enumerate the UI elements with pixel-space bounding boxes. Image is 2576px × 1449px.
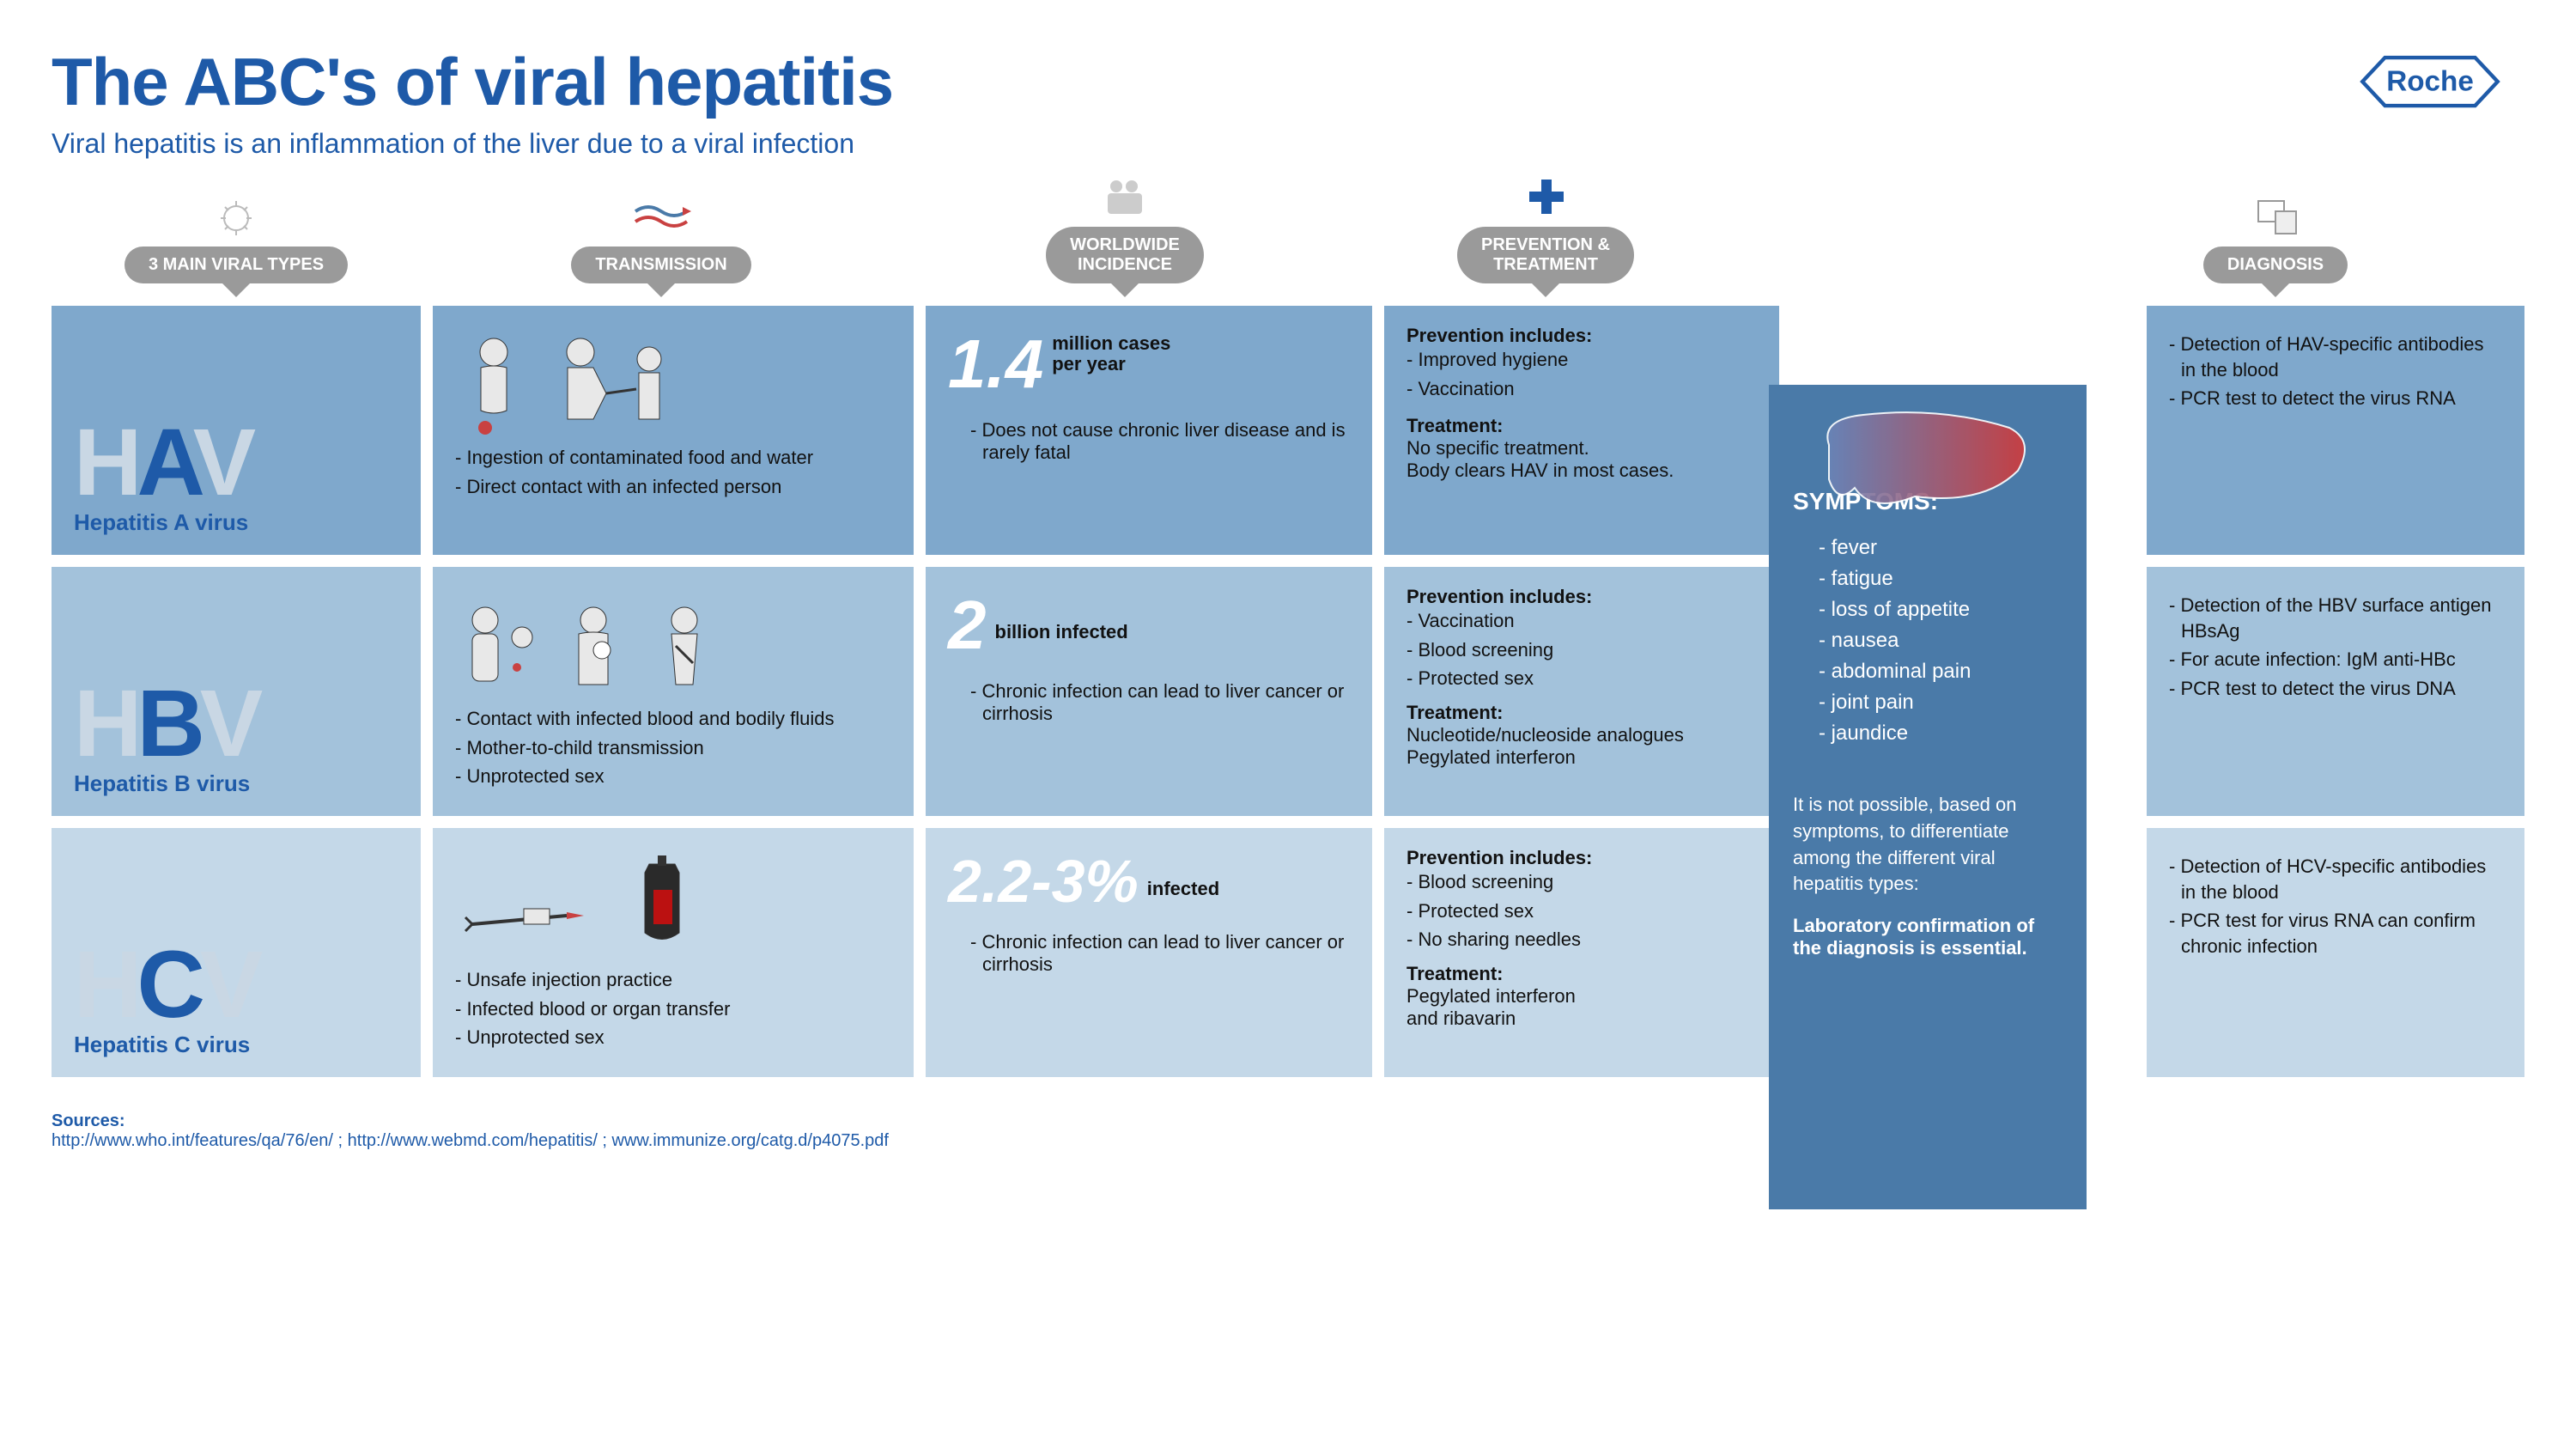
hav-prevention-list: Improved hygieneVaccination (1406, 347, 1757, 401)
hcv-prevention-list: Blood screeningProtected sexNo sharing n… (1406, 869, 1757, 953)
hav-incidence-num: 1.4 (948, 326, 1043, 402)
hbv-transmission-icons (455, 586, 891, 697)
people-icon (902, 174, 1348, 222)
sources-label: Sources: (52, 1111, 125, 1130)
hbv-incidence-unit: billion infected (995, 622, 1128, 642)
hbv-incidence-note: Chronic infection can lead to liver canc… (948, 680, 1350, 725)
hbv-h: H (74, 671, 137, 776)
transmission-icon (421, 194, 902, 241)
hcv-transmission-icons (455, 847, 891, 959)
hav-v: V (193, 410, 251, 515)
hav-transmission-list: Ingestion of contaminated food and water… (455, 445, 891, 499)
hbv-treatment-head: Treatment: (1406, 702, 1757, 724)
hcv-v: V (200, 932, 258, 1038)
symptoms-panel: SYMPTOMS: feverfatigueloss of appetitena… (1769, 385, 2087, 1209)
hav-treatment-text: No specific treatment. Body clears HAV i… (1406, 437, 1757, 482)
hbv-prevention-list: VaccinationBlood screeningProtected sex (1406, 608, 1757, 691)
symptoms-note2: Laboratory confirmation of the diagnosis… (1793, 915, 2063, 959)
col-header-incidence: WORLDWIDE INCIDENCE (1046, 227, 1204, 283)
hcv-h: H (74, 932, 137, 1038)
page-subtitle: Viral hepatitis is an inflammation of th… (52, 128, 2524, 160)
hcv-diagnosis: Detection of HCV-specific antibodies in … (2147, 828, 2524, 1077)
hav-h: H (74, 410, 137, 515)
plus-icon (1348, 174, 1743, 222)
hbv-diagnosis: Detection of the HBV surface antigen HBs… (2147, 567, 2524, 816)
col-header-prevention: PREVENTION & TREATMENT (1457, 227, 1634, 283)
hcv-incidence-unit: infected (1147, 879, 1219, 899)
hcv-incidence-note: Chronic infection can lead to liver canc… (948, 931, 1350, 976)
data-grid: HAV Hepatitis A virus Ingestion of conta… (52, 306, 2524, 1077)
hav-treatment-head: Treatment: (1406, 415, 1757, 437)
hbv-incidence-num: 2 (948, 587, 987, 663)
hcv-incidence-num: 2.2-3% (948, 848, 1139, 915)
hav-transmission-icons (455, 325, 891, 436)
col-header-transmission: TRANSMISSION (571, 247, 750, 283)
liver-icon (1812, 402, 2044, 522)
hav-name: Hepatitis A virus (74, 509, 398, 536)
col-header-diagnosis: DIAGNOSIS (2203, 247, 2348, 283)
diagnosis-icon (2087, 194, 2464, 241)
hcv-treatment-head: Treatment: (1406, 963, 1757, 985)
hbv-transmission-list: Contact with infected blood and bodily f… (455, 706, 891, 789)
hav-a: A (137, 410, 192, 515)
col-header-types: 3 MAIN VIRAL TYPES (125, 247, 348, 283)
hcv-c: C (137, 932, 199, 1038)
hcv-transmission-list: Unsafe injection practiceInfected blood … (455, 967, 891, 1050)
hav-prevention-head: Prevention includes: (1406, 325, 1757, 347)
hbv-name: Hepatitis B virus (74, 770, 398, 797)
sources: Sources: http://www.who.int/features/qa/… (52, 1111, 2524, 1151)
row-hav: HAV Hepatitis A virus Ingestion of conta… (52, 306, 2524, 555)
svg-text:Roche: Roche (2386, 66, 2474, 98)
page-title: The ABC's of viral hepatitis (52, 43, 2524, 121)
row-hcv: HCV Hepatitis C virus Unsafe injection p… (52, 828, 2524, 1077)
roche-logo: Roche (2353, 52, 2507, 116)
hbv-prevention-head: Prevention includes: (1406, 586, 1757, 608)
virus-icon (52, 194, 421, 241)
hbv-treatment-text: Nucleotide/nucleoside analogues Pegylate… (1406, 724, 1757, 769)
hbv-b: B (137, 671, 199, 776)
symptoms-list: feverfatigueloss of appetitenauseaabdomi… (1819, 533, 2063, 749)
hcv-name: Hepatitis C virus (74, 1032, 398, 1058)
row-hbv: HBV Hepatitis B virus Contact with infec… (52, 567, 2524, 816)
hcv-prevention-head: Prevention includes: (1406, 847, 1757, 869)
hav-diagnosis: Detection of HAV-specific antibodies in … (2147, 306, 2524, 555)
sources-text: http://www.who.int/features/qa/76/en/ ; … (52, 1131, 889, 1150)
symptoms-note: It is not possible, based on symptoms, t… (1793, 792, 2063, 898)
hav-incidence-unit: million cases per year (1052, 333, 1170, 374)
hav-incidence-note: Does not cause chronic liver disease and… (948, 419, 1350, 464)
hbv-v: V (200, 671, 258, 776)
hcv-treatment-text: Pegylated interferon and ribavarin (1406, 985, 1757, 1030)
